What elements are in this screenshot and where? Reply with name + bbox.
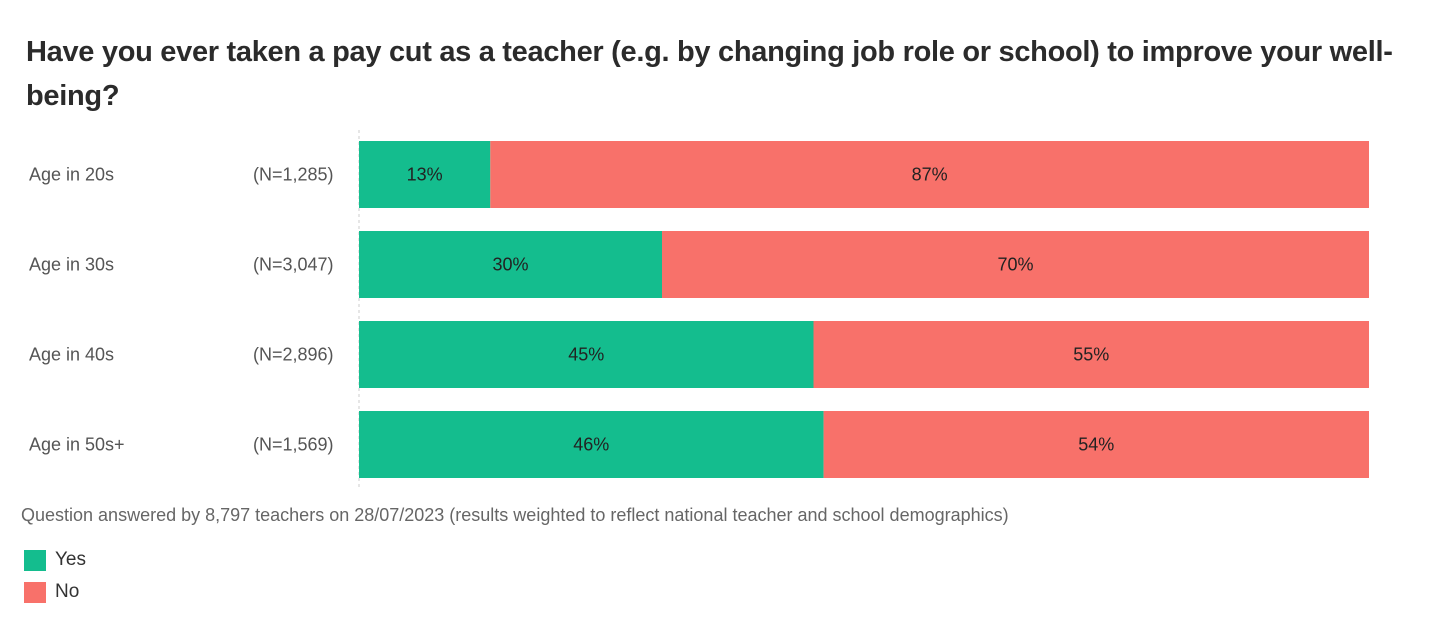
category-label: Age in 40s	[29, 345, 114, 365]
data-label: 45%	[568, 345, 604, 365]
legend-item-yes: Yes	[24, 549, 86, 571]
bar-chart: Age in 20s (N=1,285) 13% 87% Age in 30s (N=3,…	[29, 130, 1369, 490]
bar-yes	[359, 231, 662, 298]
bar-no	[813, 321, 1369, 388]
sample-size-label: (N=3,047)	[253, 255, 334, 275]
legend-label-yes: Yes	[55, 549, 86, 570]
legend-swatch-no	[24, 581, 46, 603]
bar-yes	[359, 141, 491, 208]
bar-no	[823, 411, 1369, 478]
sample-size-label: (N=2,896)	[253, 345, 334, 365]
category-label: Age in 50s+	[29, 435, 125, 455]
bar-yes	[359, 321, 814, 388]
legend-swatch-yes	[24, 549, 46, 571]
bar-no	[490, 141, 1369, 208]
data-label: 70%	[997, 255, 1033, 275]
category-label: Age in 20s	[29, 165, 114, 185]
data-label: 87%	[912, 165, 948, 185]
sample-size-label: (N=1,569)	[253, 435, 334, 455]
data-label: 13%	[407, 165, 443, 185]
bar-yes	[359, 411, 824, 478]
legend-item-no: No	[24, 581, 79, 603]
chart-title: Have you ever taken a pay cut as a teach…	[26, 36, 1393, 112]
footnote: Question answered by 8,797 teachers on 2…	[21, 505, 1009, 525]
data-label: 54%	[1078, 435, 1114, 455]
category-label: Age in 30s	[29, 255, 114, 275]
data-label: 30%	[492, 255, 528, 275]
data-label: 55%	[1073, 345, 1109, 365]
sample-size-label: (N=1,285)	[253, 165, 334, 185]
legend-label-no: No	[55, 581, 80, 602]
bar-no	[662, 231, 1369, 298]
data-label: 46%	[573, 435, 609, 455]
